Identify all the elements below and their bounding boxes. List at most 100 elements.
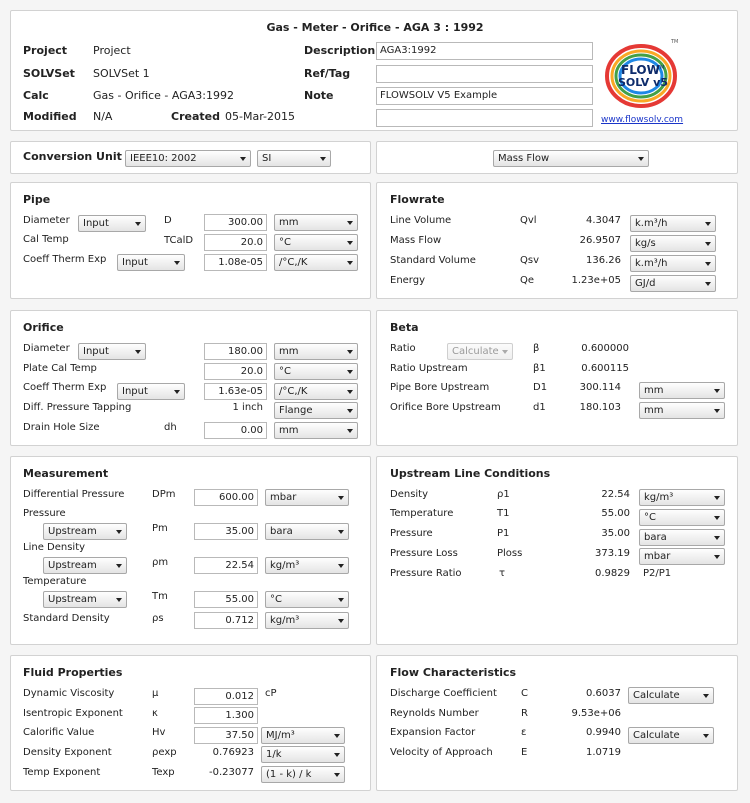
upstream-pressure-label: Pressure	[390, 528, 433, 539]
orifice-title: Orifice	[23, 321, 64, 334]
pipe-caltemp-label: Cal Temp	[23, 234, 69, 245]
orifice-platecal-input[interactable]: 20.0	[204, 363, 267, 380]
conversion-panel: Conversion Unit IEEE10: 2002 SI	[10, 141, 371, 174]
pipe-diameter-unit-select[interactable]: mm	[274, 214, 358, 231]
measurement-temperature-location-select[interactable]: Upstream	[43, 591, 127, 608]
flowchar-expansion-label: Expansion Factor	[390, 727, 476, 738]
beta-ratio-mode-value: Calculate	[452, 346, 499, 357]
page-title: Gas - Meter - Orifice - AGA 3 : 1992	[266, 21, 484, 34]
upstream-temperature-unit-select[interactable]: °C	[639, 509, 725, 526]
note-field[interactable]: FLOWSOLV V5 Example	[376, 87, 593, 105]
beta-ratio-upstream-symbol: β1	[533, 363, 546, 374]
orifice-coeff-mode-select[interactable]: Input	[117, 383, 185, 400]
description-field[interactable]: AGA3:1992	[376, 42, 593, 60]
fluid-calorific-unit-select[interactable]: MJ/m³	[261, 727, 345, 744]
created-value: 05-Mar-2015	[225, 110, 295, 123]
fluid-calorific-label: Calorific Value	[23, 727, 95, 738]
pipe-coeff-unit-select[interactable]: /°C,/K	[274, 254, 358, 271]
measurement-line-density-location-select[interactable]: Upstream	[43, 557, 127, 574]
measurement-dp-unit-select[interactable]: mbar	[265, 489, 349, 506]
orifice-tapping-type-value: Flange	[279, 405, 313, 416]
flowrate-standard-volume-label: Standard Volume	[390, 255, 476, 266]
measurement-pressure-input[interactable]: 35.00	[194, 523, 258, 540]
upstream-pressure-loss-unit-select[interactable]: mbar	[639, 548, 725, 565]
beta-title: Beta	[390, 321, 419, 334]
beta-pipebore-value: 300.114	[579, 382, 621, 393]
fluid-density-exp-unit-select[interactable]: 1/k	[261, 746, 345, 763]
reftag-field[interactable]	[376, 65, 593, 83]
fluid-isentropic-input[interactable]: 1.300	[194, 707, 258, 724]
measurement-dp-input[interactable]: 600.00	[194, 489, 258, 506]
flowrate-standard-volume-symbol: Qsv	[520, 255, 539, 266]
fluid-viscosity-input[interactable]: 0.012	[194, 688, 258, 705]
measurement-pressure-location-select[interactable]: Upstream	[43, 523, 127, 540]
measurement-line-density-label: Line Density	[23, 542, 86, 553]
flowrate-mass-flow-unit-select[interactable]: kg/s	[630, 235, 716, 252]
pipe-caltemp-input[interactable]: 20.0	[204, 234, 267, 251]
upstream-density-unit-select[interactable]: kg/m³	[639, 489, 725, 506]
beta-pipebore-label: Pipe Bore Upstream	[390, 382, 490, 393]
extra-note-field[interactable]	[376, 109, 593, 127]
measurement-temperature-unit-select[interactable]: °C	[265, 591, 349, 608]
flowrate-mass-flow-unit-value: kg/s	[635, 238, 656, 249]
orifice-diameter-unit-select[interactable]: mm	[274, 343, 358, 360]
beta-ratio-label: Ratio	[390, 343, 416, 354]
pipe-diameter-mode-select[interactable]: Input	[78, 215, 146, 232]
flowrate-standard-volume-unit-value: k.m³/h	[635, 258, 668, 269]
flowrate-energy-unit-select[interactable]: GJ/d	[630, 275, 716, 292]
pipe-coeff-input[interactable]: 1.08e-05	[204, 254, 267, 271]
measurement-line-density-input[interactable]: 22.54	[194, 557, 258, 574]
beta-ratio-upstream-value: 0.600115	[581, 363, 629, 374]
flowchar-expansion-value: 0.9940	[586, 727, 621, 738]
beta-orificebore-unit-select[interactable]: mm	[639, 402, 725, 419]
website-link[interactable]: www.flowsolv.com	[601, 115, 684, 125]
flowrate-energy-value: 1.23e+05	[571, 275, 621, 286]
orifice-coeff-input[interactable]: 1.63e-05	[204, 383, 267, 400]
upstream-pressure-unit-select[interactable]: bara	[639, 529, 725, 546]
logo-text-bottom: SOLV v5	[618, 76, 668, 89]
flowrate-line-volume-unit-select[interactable]: k.m³/h	[630, 215, 716, 232]
measurement-temperature-input[interactable]: 55.00	[194, 591, 258, 608]
orifice-platecal-unit-select[interactable]: °C	[274, 363, 358, 380]
upstream-density-label: Density	[390, 489, 429, 500]
flow-mode-select[interactable]: Mass Flow	[493, 150, 649, 167]
chevron-down-icon	[347, 221, 353, 225]
orifice-drain-input[interactable]: 0.00	[204, 422, 267, 439]
orifice-tapping-type-select[interactable]: Flange	[274, 402, 358, 419]
orifice-diameter-input[interactable]: 180.00	[204, 343, 267, 360]
orifice-drain-unit-select[interactable]: mm	[274, 422, 358, 439]
fluid-calorific-input[interactable]: 37.50	[194, 727, 258, 744]
chevron-down-icon	[705, 282, 711, 286]
beta-pipebore-unit-select[interactable]: mm	[639, 382, 725, 399]
orifice-diameter-mode-value: Input	[83, 346, 109, 357]
chevron-down-icon	[240, 157, 246, 161]
pipe-diameter-label: Diameter	[23, 215, 70, 226]
pipe-caltemp-unit-select[interactable]: °C	[274, 234, 358, 251]
upstream-pressure-ratio-label: Pressure Ratio	[390, 568, 462, 579]
beta-ratio-mode-select[interactable]: Calculate	[447, 343, 513, 360]
flowchar-discharge-symbol: C	[521, 688, 528, 699]
flowrate-standard-volume-unit-select[interactable]: k.m³/h	[630, 255, 716, 272]
chevron-down-icon	[714, 409, 720, 413]
fluid-temp-exp-unit-select[interactable]: (1 - k) / k	[261, 766, 345, 783]
measurement-std-density-unit-select[interactable]: kg/m³	[265, 612, 349, 629]
upstream-pressure-loss-label: Pressure Loss	[390, 548, 458, 559]
chevron-down-icon	[714, 389, 720, 393]
created-label: Created	[171, 110, 220, 123]
upstream-panel: Upstream Line Conditions Density ρ1 22.5…	[376, 456, 738, 645]
orifice-diameter-mode-select[interactable]: Input	[78, 343, 146, 360]
conversion-standard-select[interactable]: IEEE10: 2002	[125, 150, 251, 167]
flowchar-discharge-mode-select[interactable]: Calculate	[628, 687, 714, 704]
unit-system-select[interactable]: SI	[257, 150, 331, 167]
chevron-down-icon	[347, 429, 353, 433]
flowchar-expansion-symbol: ε	[521, 727, 527, 738]
measurement-pressure-unit-select[interactable]: bara	[265, 523, 349, 540]
flowchar-expansion-mode-select[interactable]: Calculate	[628, 727, 714, 744]
measurement-std-density-input[interactable]: 0.712	[194, 612, 258, 629]
chevron-down-icon	[338, 619, 344, 623]
orifice-coeff-unit-select[interactable]: /°C,/K	[274, 383, 358, 400]
chevron-down-icon	[338, 564, 344, 568]
pipe-coeff-mode-select[interactable]: Input	[117, 254, 185, 271]
pipe-diameter-input[interactable]: 300.00	[204, 214, 267, 231]
measurement-line-density-unit-select[interactable]: kg/m³	[265, 557, 349, 574]
